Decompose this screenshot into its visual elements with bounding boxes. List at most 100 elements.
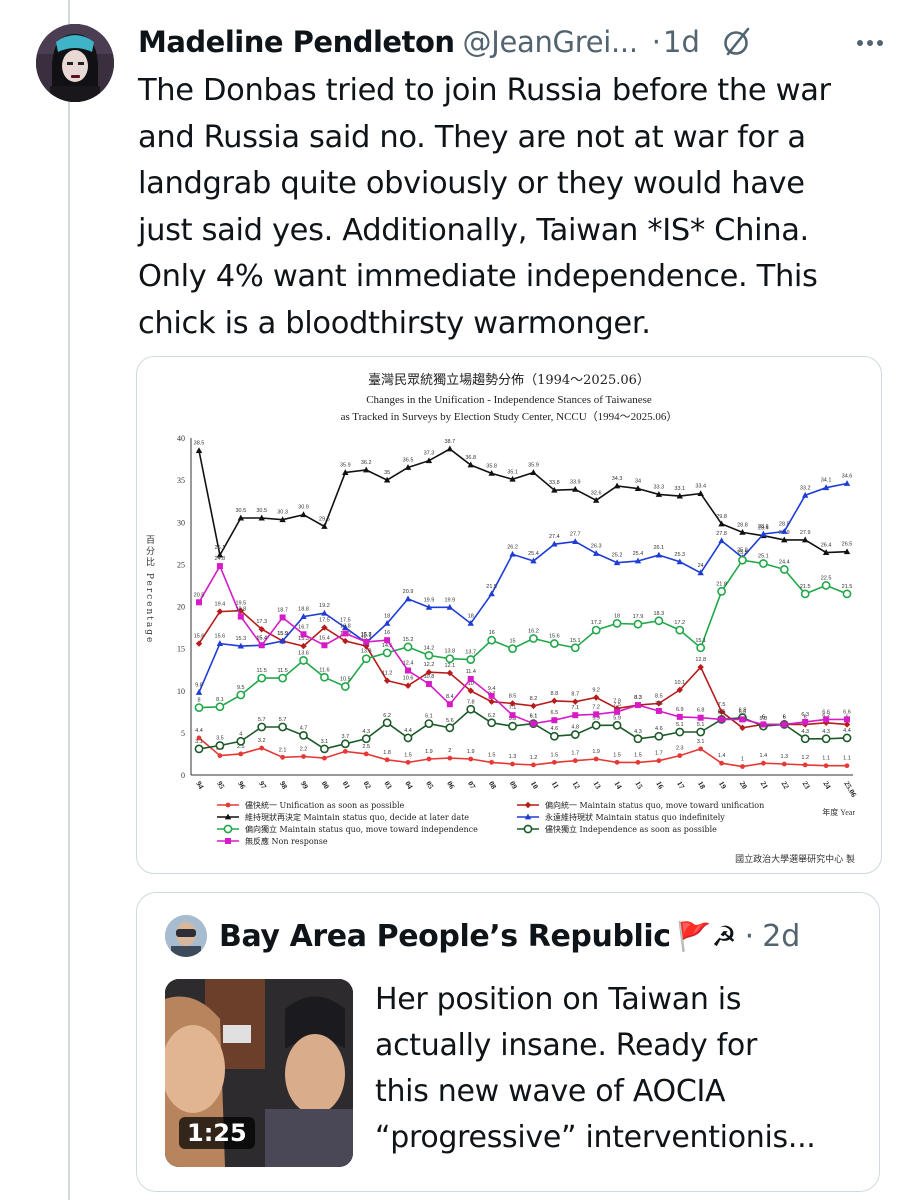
data-point <box>614 759 620 765</box>
quote-author-name[interactable]: Bay Area People’s Republic <box>219 918 671 954</box>
data-label: 12.4 <box>403 661 414 667</box>
post: Madeline Pendleton @JeanGrei... · 1d The… <box>138 20 888 347</box>
data-label: 11.5 <box>277 668 287 674</box>
data-point <box>383 476 391 483</box>
slashed-circle-icon[interactable] <box>720 25 754 59</box>
data-point <box>843 548 851 555</box>
data-label: 33.2 <box>800 485 811 491</box>
data-point <box>320 744 329 754</box>
data-label: 16 <box>489 630 495 636</box>
data-label: 1.3 <box>509 754 517 760</box>
post-time[interactable]: 1d <box>663 25 700 59</box>
chart-image[interactable]: 臺灣民眾統獨立場趨勢分佈（1994～2025.06） Changes in th… <box>136 356 882 874</box>
data-point <box>467 687 474 694</box>
quote-time[interactable]: 2d <box>762 918 801 954</box>
data-label: 22.5 <box>821 575 832 581</box>
data-label: 20.5 <box>194 592 205 598</box>
data-label: 1.1 <box>843 756 851 762</box>
data-point <box>301 754 306 759</box>
data-label: 11.5 <box>257 668 267 674</box>
data-label: 10 <box>468 681 474 687</box>
legend-entry: 永遠維持現狀 Maintain status quo indefinitely <box>545 812 725 822</box>
author-name[interactable]: Madeline Pendleton <box>138 25 455 59</box>
data-point <box>426 756 432 762</box>
data-label: 2.5 <box>237 744 245 750</box>
data-point <box>823 716 830 723</box>
data-point <box>551 759 557 765</box>
data-point <box>299 656 308 665</box>
author-handle[interactable]: @JeanGrei... <box>462 25 639 59</box>
x-tick-label: 95 <box>215 780 227 791</box>
data-label: 15.6 <box>215 634 226 640</box>
data-label: 1.3 <box>780 754 788 760</box>
data-point <box>739 528 746 535</box>
thread-line <box>68 0 70 1200</box>
data-label: 33.1 <box>674 486 685 492</box>
legend-entry: 偏向統一 Maintain status quo, move toward un… <box>545 800 764 810</box>
data-point <box>530 702 537 710</box>
quote-text: Her position on Taiwan is actually insan… <box>375 982 816 1155</box>
quoted-post[interactable]: Bay Area People’s Republic 🚩☭ · 2d 1:25 … <box>136 892 880 1192</box>
data-label: 8.8 <box>551 691 559 697</box>
data-label: 4.3 <box>801 729 809 735</box>
data-label: 4.4 <box>843 728 851 734</box>
data-label: 8.4 <box>446 694 454 700</box>
x-tick-label: 10 <box>529 780 541 791</box>
y-tick-label: 20 <box>177 603 185 612</box>
x-tick-label: 01 <box>341 780 353 791</box>
data-label: 6.6 <box>843 709 851 715</box>
x-tick-label: 19 <box>717 780 729 791</box>
data-label: 5.1 <box>697 722 705 728</box>
video-thumbnail[interactable]: 1:25 <box>165 979 353 1167</box>
data-point <box>383 619 391 626</box>
data-point <box>384 757 390 763</box>
data-point <box>530 557 537 564</box>
data-label: 2.1 <box>279 747 287 753</box>
data-point <box>216 563 223 570</box>
data-label: 8.5 <box>655 693 663 699</box>
avatar[interactable] <box>36 24 114 102</box>
data-point <box>320 672 329 682</box>
data-label: 18.8 <box>298 607 309 613</box>
data-label: 15.6 <box>194 634 205 640</box>
data-point <box>572 485 579 492</box>
data-point <box>549 639 559 648</box>
x-tick-label: 13 <box>591 780 603 791</box>
more-dots-icon[interactable] <box>852 28 888 58</box>
quote-avatar[interactable] <box>165 915 207 957</box>
data-label: 27.7 <box>570 532 581 538</box>
data-label: 18.8 <box>235 607 246 613</box>
data-point <box>760 721 767 728</box>
data-label: 18 <box>384 613 390 619</box>
data-label: 6.1 <box>530 714 538 720</box>
data-point <box>718 716 725 723</box>
data-label: 8 <box>197 698 200 704</box>
tweet-text: The Donbas tried to join Russia before t… <box>138 73 831 341</box>
y-axis-label: 百分比 Percentage <box>144 535 155 644</box>
data-label: 34.3 <box>612 476 623 482</box>
data-label: 7.2 <box>592 704 600 710</box>
data-point <box>593 711 600 718</box>
data-point <box>717 586 726 596</box>
data-label: 8.1 <box>216 697 224 703</box>
data-point <box>760 760 766 766</box>
data-label: 3.1 <box>195 739 203 745</box>
data-label: 9.4 <box>488 686 496 692</box>
data-label: 10.6 <box>403 676 414 682</box>
data-label: 1.5 <box>488 752 496 758</box>
x-tick-label: 99 <box>299 780 311 791</box>
data-label: 1.5 <box>404 752 412 758</box>
data-label: 15.7 <box>361 633 372 639</box>
data-label: 3.1 <box>321 739 329 745</box>
data-point <box>675 727 685 737</box>
x-tick-label: 17 <box>675 780 687 791</box>
data-label: 17.3 <box>256 619 267 625</box>
data-label: 4.3 <box>634 729 642 735</box>
data-label: 15 <box>509 639 515 645</box>
data-label: 8.3 <box>634 695 642 701</box>
data-point <box>572 538 579 545</box>
data-point <box>487 635 497 645</box>
data-point <box>655 707 662 714</box>
data-point <box>738 555 747 565</box>
data-point <box>614 708 621 715</box>
